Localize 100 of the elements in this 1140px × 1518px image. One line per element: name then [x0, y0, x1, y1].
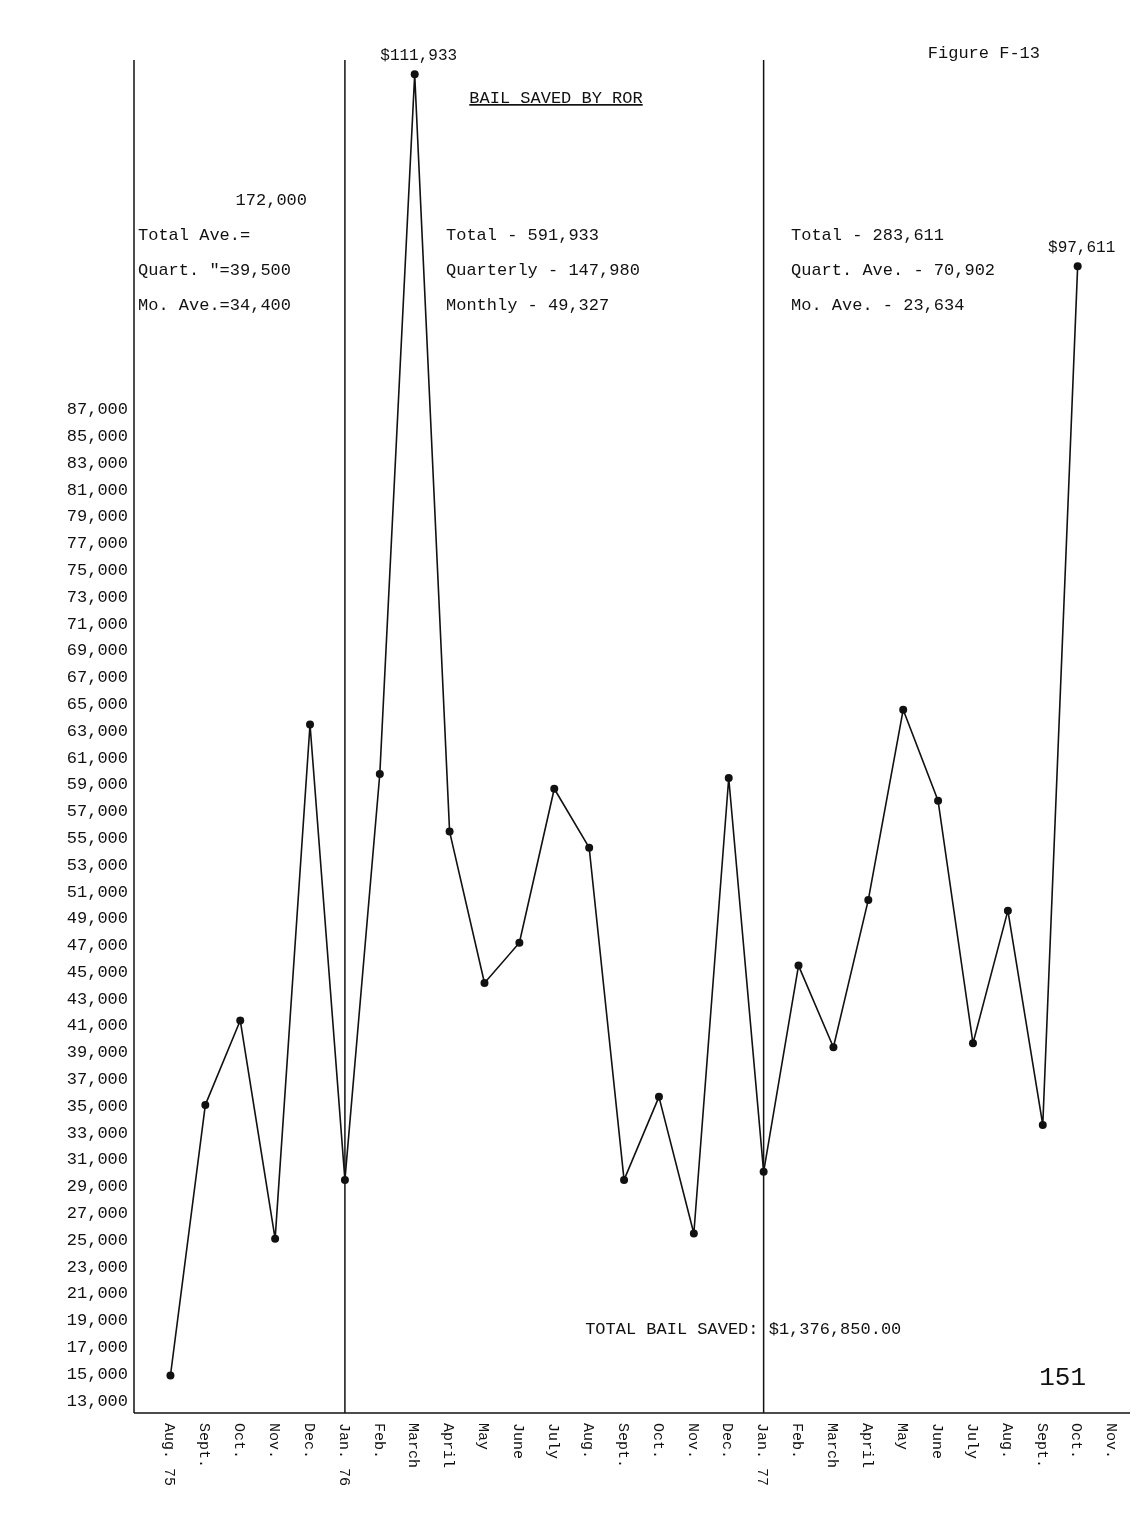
point: [794, 961, 803, 970]
x-tick-label: Aug.: [997, 1423, 1015, 1460]
data-label: $111,933: [380, 47, 458, 66]
point: [759, 1167, 768, 1176]
y-tick-label: 19,000: [66, 1311, 128, 1331]
y-tick-label: 37,000: [66, 1070, 128, 1090]
x-tick-label: June: [509, 1423, 527, 1460]
point: [306, 720, 315, 729]
x-tick-label: May: [474, 1423, 492, 1451]
x-tick-label: Dec.: [718, 1423, 736, 1460]
x-tick-label: Oct.: [648, 1423, 666, 1460]
x-tick-label: March: [404, 1423, 422, 1469]
y-tick-label: 25,000: [66, 1230, 128, 1250]
annotation: Quart. Ave. - 70,902: [791, 261, 996, 280]
y-tick-label: 21,000: [66, 1284, 128, 1304]
point: [515, 938, 524, 947]
x-tick-label: Sept.: [613, 1423, 631, 1469]
point: [899, 705, 908, 714]
y-tick-label: 83,000: [66, 453, 128, 473]
x-tick-label: Oct.: [1067, 1423, 1085, 1460]
y-tick-label: 71,000: [66, 614, 128, 634]
x-tick-label: July: [962, 1423, 980, 1460]
point: [829, 1043, 838, 1052]
y-tick-label: 29,000: [66, 1177, 128, 1197]
text: BAIL SAVED BY ROR: [469, 89, 643, 108]
x-tick-label: April: [858, 1423, 876, 1469]
y-tick-label: 47,000: [66, 936, 128, 956]
annotation: Total - 283,611: [791, 226, 945, 245]
point: [1073, 262, 1082, 271]
point: [340, 1175, 349, 1184]
annotation: Total - 591,933: [446, 226, 600, 245]
point: [968, 1039, 977, 1048]
point: [201, 1100, 210, 1109]
annotation: Mo. Ave. - 23,634: [791, 296, 965, 315]
x-tick-label: Nov.: [264, 1423, 282, 1460]
y-tick-label: 17,000: [66, 1337, 128, 1357]
y-tick-label: 15,000: [66, 1364, 128, 1384]
x-tick-label: Nov.: [1102, 1423, 1120, 1460]
x-tick-label: Oct.: [229, 1423, 247, 1460]
y-tick-label: 55,000: [66, 828, 128, 848]
x-tick-label: Nov.: [683, 1423, 701, 1460]
x-tick-label: Sept.: [195, 1423, 213, 1469]
y-tick-label: 49,000: [66, 909, 128, 929]
x-tick-label: Aug. 75: [160, 1423, 178, 1487]
point: [1003, 906, 1012, 915]
y-tick-label: 51,000: [66, 882, 128, 902]
point: [166, 1371, 175, 1380]
y-tick-label: 23,000: [66, 1257, 128, 1277]
point: [1038, 1120, 1047, 1129]
point: [724, 774, 733, 783]
point: [620, 1175, 629, 1184]
x-tick-label: Jan. 77: [753, 1423, 771, 1487]
y-tick-label: 87,000: [66, 400, 128, 420]
point: [410, 70, 419, 79]
x-tick-label: Sept.: [1032, 1423, 1050, 1469]
annotation: Quart. "=39,500: [138, 261, 292, 280]
x-tick-label: April: [439, 1423, 457, 1469]
x-tick-label: Jan. 76: [334, 1423, 352, 1487]
point: [864, 895, 873, 904]
y-tick-label: 27,000: [66, 1204, 128, 1224]
x-tick-label: Aug.: [578, 1423, 596, 1460]
annotation: TOTAL BAIL SAVED: $1,376,850.00: [585, 1320, 902, 1339]
y-tick-label: 85,000: [66, 427, 128, 447]
y-tick-label: 41,000: [66, 1016, 128, 1036]
x-tick-label: July: [544, 1423, 562, 1460]
y-tick-label: 33,000: [66, 1123, 128, 1143]
y-tick-label: 79,000: [66, 507, 128, 527]
y-tick-label: 53,000: [66, 855, 128, 875]
y-tick-label: 45,000: [66, 962, 128, 982]
annotation: 172,000: [235, 191, 307, 210]
annotation: Total Ave.=: [138, 226, 251, 245]
x-tick-label: Feb.: [369, 1423, 387, 1460]
y-tick-label: 43,000: [66, 989, 128, 1009]
point: [480, 978, 489, 987]
y-tick-label: 57,000: [66, 802, 128, 822]
y-tick-label: 77,000: [66, 534, 128, 554]
annotation: Quarterly - 147,980: [446, 261, 640, 280]
point: [654, 1092, 663, 1101]
point: [550, 784, 559, 793]
point: [375, 770, 384, 779]
y-tick-label: 59,000: [66, 775, 128, 795]
annotation: Mo. Ave.=34,400: [138, 296, 292, 315]
y-tick-label: 69,000: [66, 641, 128, 661]
annotation: Monthly - 49,327: [446, 296, 610, 315]
point: [689, 1229, 698, 1238]
y-tick-label: 73,000: [66, 587, 128, 607]
x-tick-label: March: [823, 1423, 841, 1469]
x-tick-label: Dec.: [299, 1423, 317, 1460]
y-tick-label: 65,000: [66, 694, 128, 714]
y-tick-label: 63,000: [66, 721, 128, 741]
data-label: $97,611: [1048, 239, 1116, 258]
point: [585, 843, 594, 852]
point: [934, 796, 943, 805]
y-tick-label: 13,000: [66, 1391, 128, 1411]
x-tick-label: Feb.: [788, 1423, 806, 1460]
y-tick-label: 61,000: [66, 748, 128, 768]
y-tick-label: 31,000: [66, 1150, 128, 1170]
y-tick-label: 67,000: [66, 668, 128, 688]
x-tick-label: May: [892, 1423, 910, 1451]
annotation: 151: [1039, 1363, 1086, 1393]
